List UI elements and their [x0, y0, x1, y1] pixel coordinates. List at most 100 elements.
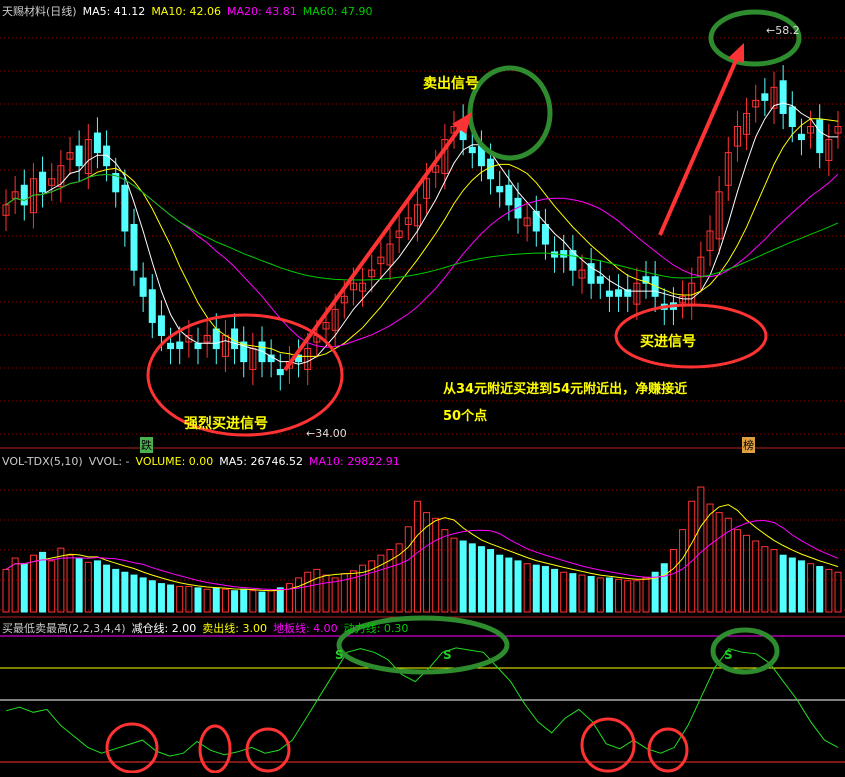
volume-bar [258, 591, 266, 613]
candle-body [185, 335, 193, 343]
s-marker-1: S [335, 648, 344, 662]
volume-bar [349, 570, 357, 613]
candle-body [569, 250, 577, 271]
candle-body [276, 368, 284, 376]
volume-bar [596, 577, 604, 613]
candle-body [541, 223, 549, 245]
volume-bar [541, 566, 549, 613]
candle-body [304, 348, 312, 370]
volume-label: VOLUME: 0.00 [135, 455, 214, 468]
volume-bar [496, 554, 504, 613]
volume-bar [249, 590, 257, 613]
volume-bar [551, 568, 559, 613]
candle-body [441, 139, 449, 175]
vol-ma10-line [5, 520, 839, 591]
candle-body [487, 158, 495, 180]
volume-bar [651, 571, 659, 613]
price-header: 天赐材料(日线) MA5: 41.12 MA10: 42.06 MA20: 43.81… [2, 3, 378, 19]
high-price-label: ←58.2 [766, 24, 800, 37]
volume-bar [39, 551, 47, 613]
volume-bar [505, 557, 513, 613]
volume-bar [679, 529, 687, 613]
candle-body [167, 342, 175, 350]
volume-bar [468, 543, 476, 613]
volume-bar [477, 546, 485, 613]
candle-body [651, 276, 659, 297]
candle-body [578, 269, 586, 279]
volume-bar [322, 574, 330, 613]
volume-bar [743, 534, 751, 613]
candle-body [706, 230, 714, 252]
strong-buy-circle [146, 313, 344, 437]
candle-body [48, 178, 56, 186]
volume-bar [359, 564, 367, 613]
candle-body [834, 126, 842, 134]
candle-body [39, 171, 47, 193]
volume-bar [779, 554, 787, 613]
candle-body [496, 186, 504, 193]
volume-bar [788, 557, 796, 613]
volume-bar [267, 590, 275, 613]
vol-title: VOL-TDX(5,10) [2, 455, 83, 468]
volume-bar [103, 564, 111, 613]
volume-bar [331, 577, 339, 613]
volume-bar [285, 583, 293, 613]
candle-body [359, 282, 367, 292]
candle-body [139, 277, 147, 297]
indicator-buy-circle [198, 724, 232, 774]
power-line [5, 647, 839, 757]
candle-body [203, 335, 211, 343]
volume-bar [578, 574, 586, 613]
volume-bar [459, 540, 467, 613]
volume-bar [633, 580, 641, 613]
ind-l1: 减仓线: 2.00 [131, 622, 197, 635]
volume-bar [560, 571, 568, 613]
volume-bar [615, 578, 623, 613]
sell-signal-label: 卖出信号 [423, 76, 479, 92]
volume-bar [57, 547, 65, 613]
volume-bar [532, 564, 540, 613]
indicator-sell-circle [336, 615, 510, 675]
volume-bar [185, 585, 193, 613]
volume-bar [121, 571, 129, 613]
volume-bar [240, 588, 248, 613]
candle-body [20, 184, 28, 206]
volume-bar [752, 540, 760, 613]
stock-title: 天赐材料(日线) [2, 5, 77, 18]
candle-body [761, 93, 769, 101]
die-marker: 跌 [140, 437, 153, 453]
candle-body [587, 263, 595, 284]
high-price-value: 58.2 [775, 24, 800, 37]
candle-body [212, 328, 220, 350]
volume-bar [167, 584, 175, 613]
vol-ma5-line [5, 504, 839, 592]
candle-body [413, 204, 421, 227]
volume-bar [231, 590, 239, 613]
candle-body [240, 341, 248, 363]
indicator-buy-circle [580, 717, 636, 773]
candle-body [788, 106, 796, 127]
candle-body [779, 80, 787, 114]
candle-body [624, 289, 632, 297]
volume-bar [807, 563, 815, 613]
candle-body [121, 184, 129, 232]
rise-arrow-1 [283, 123, 464, 372]
candle-body [66, 152, 74, 160]
ma10-label: MA10: 42.06 [151, 5, 222, 18]
low-price-label: ←34.00 [306, 427, 347, 440]
volume-bar [313, 568, 321, 613]
volume-bar [733, 529, 741, 613]
candle-body [93, 132, 101, 154]
indicator-buy-circle [245, 727, 291, 773]
volume-bar [20, 563, 28, 613]
ind-l2: 卖出线: 3.00 [202, 622, 267, 635]
volume-bar [715, 512, 723, 613]
volume-bar [377, 554, 385, 613]
candle-body [468, 146, 476, 154]
candle-body [112, 173, 120, 193]
volume-bar [624, 580, 632, 613]
volume-bar [724, 517, 732, 613]
volume-bar [514, 560, 522, 613]
volume-bar [797, 560, 805, 613]
